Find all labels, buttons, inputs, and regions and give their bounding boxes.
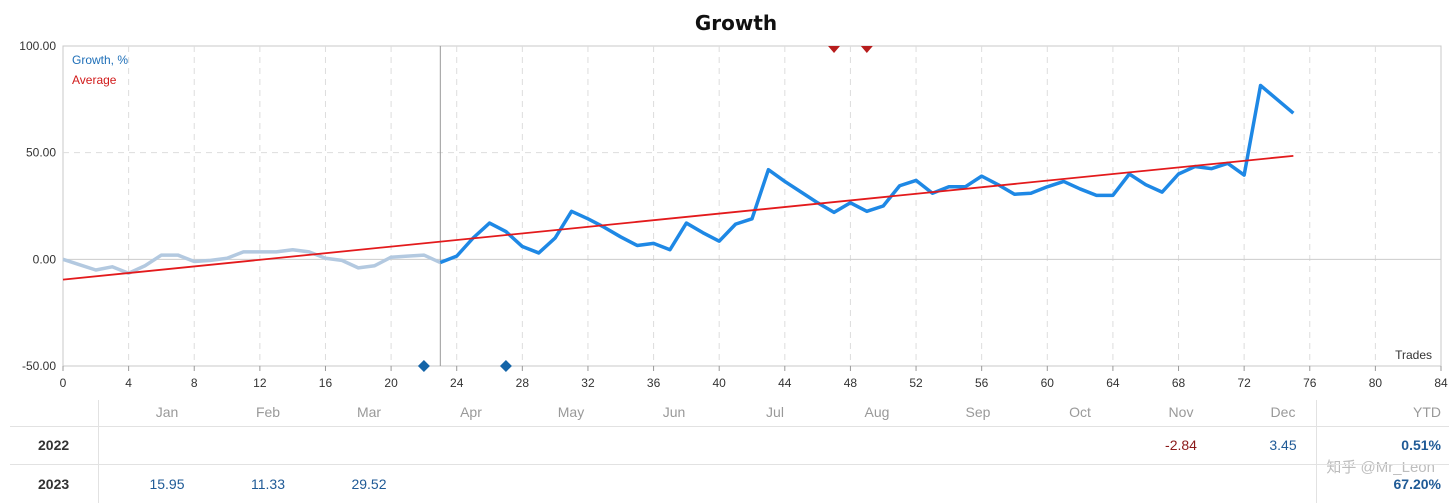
- month-header-nov: Nov: [1168, 404, 1194, 420]
- month-header-jul: Jul: [766, 404, 784, 420]
- month-value: 29.52: [351, 476, 387, 492]
- grid: [62, 45, 1442, 367]
- x-tick-label: 60: [1041, 376, 1055, 390]
- x-tick-label: 76: [1303, 376, 1317, 390]
- bottom-marker: [417, 360, 430, 372]
- ytd-header: YTD: [1413, 404, 1441, 420]
- markers: [417, 46, 873, 372]
- column-divider: [1316, 400, 1317, 503]
- chart-title: Growth: [695, 11, 777, 35]
- y-tick-label: 50.00: [26, 146, 56, 160]
- x-tick-label: 20: [384, 376, 398, 390]
- month-header-mar: Mar: [356, 404, 382, 420]
- x-tick-label: 72: [1237, 376, 1251, 390]
- x-tick-label: 84: [1434, 376, 1448, 390]
- x-tick-label: 68: [1172, 376, 1186, 390]
- month-header-feb: Feb: [255, 404, 281, 420]
- x-tick-label: 64: [1106, 376, 1120, 390]
- plot-frame: [62, 45, 1442, 367]
- x-tick-label: 24: [450, 376, 464, 390]
- average-line: [62, 154, 1294, 281]
- column-divider: [98, 400, 99, 503]
- month-header-jun: Jun: [662, 404, 686, 420]
- month-value: 3.45: [1269, 437, 1297, 453]
- x-tick-label: 32: [581, 376, 595, 390]
- month-header-dec: Dec: [1270, 404, 1296, 420]
- y-tick-label: 0.00: [33, 252, 57, 266]
- monthly-table: Jan Feb Mar Apr May Jun Jul Aug Sep Oct Nov Dec YTD …: [0, 400, 1449, 503]
- month-header-oct: Oct: [1069, 404, 1091, 420]
- x-axis-label: Trades: [1395, 348, 1432, 362]
- x-tick-label: 0: [60, 376, 67, 390]
- legend-average: Average: [72, 73, 117, 87]
- month-header-jan: Jan: [155, 404, 179, 420]
- x-tick-label: 56: [975, 376, 989, 390]
- x-tick-label: 28: [516, 376, 530, 390]
- legend-growth: Growth, %: [72, 53, 128, 67]
- growth-line: [439, 83, 1295, 265]
- x-tick-label: 52: [909, 376, 923, 390]
- top-marker: [828, 46, 841, 53]
- axes: 0 4 8 12 16 20 24 28 32 36 40 44 48 52 56 60 64 68 72 76 80 8…: [19, 39, 1448, 390]
- x-tick-label: 80: [1369, 376, 1383, 390]
- top-marker: [860, 46, 873, 53]
- year-label: 2022: [38, 437, 70, 453]
- x-tick-label: 48: [844, 376, 858, 390]
- month-header-may: May: [557, 404, 585, 420]
- y-tick-label: -50.00: [22, 359, 56, 373]
- x-tick-label: 8: [191, 376, 198, 390]
- x-tick-label: 4: [125, 376, 132, 390]
- month-value: 11.33: [251, 476, 285, 492]
- x-tick-label: 40: [713, 376, 727, 390]
- month-value: 15.95: [149, 476, 185, 492]
- growth-line-historical: [62, 247, 442, 275]
- month-value: -2.84: [1165, 437, 1197, 453]
- month-header-sep: Sep: [965, 404, 991, 420]
- ytd-value: 0.51%: [1401, 437, 1441, 453]
- row-divider: [10, 464, 1449, 465]
- year-label: 2023: [38, 476, 70, 492]
- row-divider: [10, 426, 1449, 427]
- bottom-marker: [499, 360, 512, 372]
- x-tick-label: 16: [319, 376, 333, 390]
- x-tick-label: 12: [253, 376, 267, 390]
- month-header-apr: Apr: [460, 404, 482, 420]
- growth-chart: Growth 0 4 8 12 16 20 24 28 32 36 40 44 48 52 56 60 64 68…: [19, 11, 1448, 390]
- month-header-aug: Aug: [864, 404, 890, 420]
- ytd-value: 67.20%: [1393, 476, 1441, 492]
- y-tick-label: 100.00: [19, 39, 56, 53]
- legend: Growth, % Average: [72, 53, 128, 87]
- watermark: 知乎 @Mr_Leon: [1326, 459, 1435, 476]
- x-tick-label: 44: [778, 376, 792, 390]
- series-layer: [62, 83, 1295, 281]
- x-tick-label: 36: [647, 376, 661, 390]
